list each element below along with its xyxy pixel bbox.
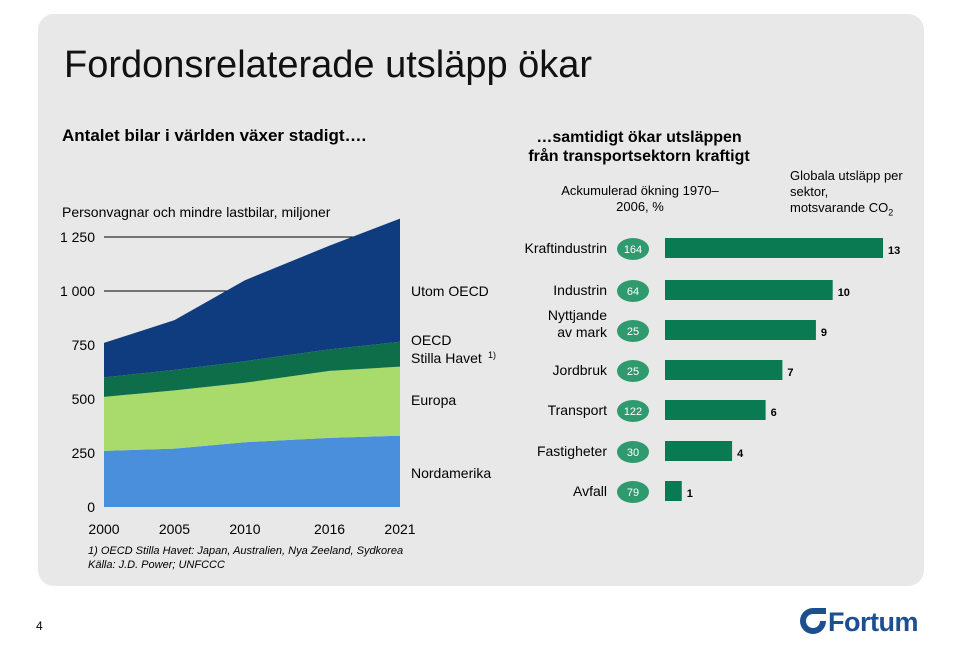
series-label-utom-oecd: Utom OECD xyxy=(411,283,489,299)
increase-value: 164 xyxy=(624,244,642,256)
y-tick-label: 250 xyxy=(72,445,96,461)
area-series-utom-oecd xyxy=(104,218,400,378)
series-label-nordamerika: Nordamerika xyxy=(411,465,491,481)
x-tick-label: 2010 xyxy=(229,521,260,537)
x-tick-label: 2016 xyxy=(314,521,345,537)
increase-value: 64 xyxy=(627,286,639,298)
increase-value: 122 xyxy=(624,406,642,418)
bar-value-label: 4 xyxy=(737,448,744,460)
bar-value-label: 1 xyxy=(687,488,693,500)
emissions-bar xyxy=(665,441,733,461)
y-tick-label: 500 xyxy=(72,391,96,407)
emissions-bar xyxy=(665,280,833,300)
emissions-bar xyxy=(665,481,682,501)
series-label-footnote-mark: 1) xyxy=(488,350,496,360)
emissions-bar xyxy=(665,360,783,380)
y-tick-label: 1 000 xyxy=(60,283,95,299)
y-tick-label: 750 xyxy=(72,337,96,353)
increase-value: 25 xyxy=(627,366,639,378)
emissions-bar xyxy=(665,400,766,420)
increase-bubble xyxy=(617,441,649,463)
increase-value: 79 xyxy=(627,487,639,499)
series-label-oecd: OECD xyxy=(411,332,451,348)
x-tick-label: 2000 xyxy=(88,521,119,537)
global-emissions-label-line2: motsvarande CO xyxy=(790,200,889,215)
increase-bubble xyxy=(617,400,649,422)
increase-value: 30 xyxy=(627,447,639,459)
category-label: Kraftindustrin xyxy=(525,240,607,256)
increase-bubble xyxy=(617,238,649,260)
increase-bubble xyxy=(617,481,649,503)
category-label: Nyttjande xyxy=(548,307,607,323)
bar-value-label: 6 xyxy=(771,407,777,419)
y-tick-label: 1 250 xyxy=(60,229,95,245)
global-emissions-label-line1: Globala utsläpp per sektor, xyxy=(790,168,903,199)
bar-value-label: 7 xyxy=(787,367,793,379)
category-label: Fastigheter xyxy=(537,443,607,459)
x-tick-label: 2021 xyxy=(384,521,415,537)
emissions-bar xyxy=(665,238,883,258)
left-chart-subtitle: Personvagnar och mindre lastbilar, miljo… xyxy=(62,204,331,220)
category-label: Industrin xyxy=(553,282,607,298)
page-title: Fordonsrelaterade utsläpp ökar xyxy=(64,44,593,86)
increase-bubble xyxy=(617,280,649,302)
right-chart-heading: …samtidigt ökar utsläppen från transport… xyxy=(528,129,750,165)
series-label-stilla-havet: Stilla Havet xyxy=(411,350,482,366)
category-label: Jordbruk xyxy=(553,362,608,378)
footnote-oecd: 1) OECD Stilla Havet: Japan, Australien,… xyxy=(88,545,404,557)
global-emissions-label: Globala utsläpp per sektor, motsvarande … xyxy=(790,168,930,221)
increase-bubble xyxy=(617,320,649,342)
fortum-logo: Fortum xyxy=(798,606,918,638)
footnote-source: Källa: J.D. Power; UNFCCC xyxy=(88,559,225,571)
car-fleet-area-chart: 0 250 500 750 1 000 1 250 2000 2005 2010 2016 2021… xyxy=(60,218,496,537)
left-chart-heading: Antalet bilar i världen växer stadigt…. xyxy=(62,126,367,145)
co2-subscript: 2 xyxy=(888,207,894,218)
bar-value-label: 10 xyxy=(838,287,850,299)
area-series-oecd-stilla-havet xyxy=(104,341,400,397)
increase-value: 25 xyxy=(627,326,639,338)
category-label: Avfall xyxy=(573,483,607,499)
category-label: av mark xyxy=(557,324,608,340)
accumulated-increase-label: Ackumulerad ökning 1970–2006, % xyxy=(561,183,719,214)
series-label-europa: Europa xyxy=(411,392,456,408)
bar-value-label: 13 xyxy=(888,245,900,257)
page-number: 4 xyxy=(36,619,43,633)
emissions-bar xyxy=(665,320,816,340)
bar-value-label: 9 xyxy=(821,327,827,339)
y-tick-label: 0 xyxy=(87,499,95,515)
fortum-logo-text: Fortum xyxy=(828,607,918,637)
increase-bubble xyxy=(617,360,649,382)
area-series-nordamerika xyxy=(104,435,400,507)
area-series-europa xyxy=(104,366,400,451)
x-tick-label: 2005 xyxy=(159,521,190,537)
category-label: Transport xyxy=(548,402,608,418)
fortum-logo-icon xyxy=(800,608,826,634)
